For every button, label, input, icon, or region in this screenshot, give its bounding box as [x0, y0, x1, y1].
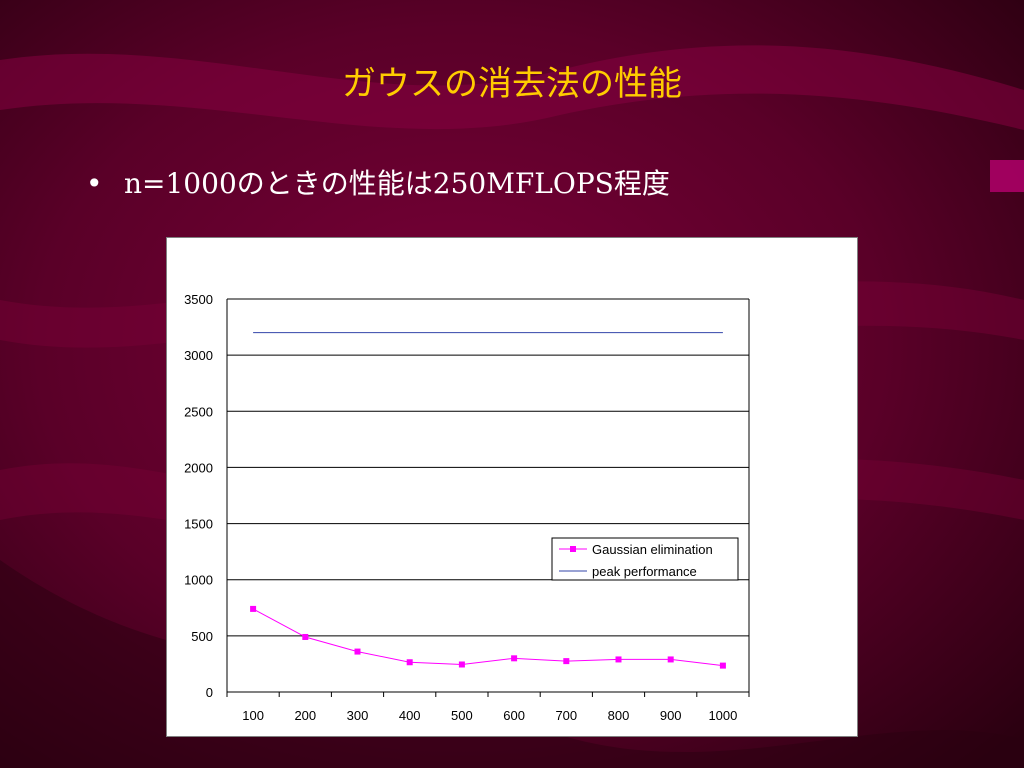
- x-tick-label-800: 800: [608, 708, 630, 723]
- x-tick-label-900: 900: [660, 708, 682, 723]
- x-tick-label-300: 300: [347, 708, 369, 723]
- y-tick-label-3500: 3500: [184, 292, 213, 307]
- x-tick-label-200: 200: [294, 708, 316, 723]
- y-tick-label-1000: 1000: [184, 573, 213, 588]
- data-point-0-1: [302, 633, 309, 640]
- data-point-0-4: [458, 661, 465, 668]
- performance-chart: 0 500 1000 1500 2000 2500 3000 3500 100 200 300 40…: [184, 292, 750, 723]
- data-point-0-5: [511, 655, 518, 662]
- legend-label-1: peak performance: [592, 564, 697, 579]
- y-tick-label-500: 500: [191, 629, 213, 644]
- y-tick-label-1500: 1500: [184, 517, 213, 532]
- data-point-0-6: [563, 658, 570, 665]
- x-tick-label-400: 400: [399, 708, 421, 723]
- y-axis-ticks: 0 500 1000 1500 2000 2500 3000 3500: [184, 292, 213, 700]
- x-tick-label-1000: 1000: [708, 708, 737, 723]
- series: [250, 332, 726, 669]
- series-line-0: [252, 608, 723, 667]
- legend-box: [551, 537, 739, 581]
- y-tick-label-0: 0: [206, 685, 213, 700]
- data-point-0-2: [354, 648, 361, 655]
- y-tick-label-2500: 2500: [184, 404, 213, 419]
- bullet-item: • n=1000のときの性能は250MFLOPS程度: [86, 162, 670, 202]
- grid-lines: [227, 298, 749, 693]
- data-point-0-9: [719, 662, 726, 669]
- data-point-0-3: [406, 659, 413, 666]
- y-tick-label-2000: 2000: [184, 460, 213, 475]
- x-tick-label-100: 100: [242, 708, 264, 723]
- x-tick-label-700: 700: [555, 708, 577, 723]
- data-point-0-0: [250, 605, 257, 612]
- legend-label-0: Gaussian elimination: [592, 542, 713, 557]
- data-point-0-8: [667, 656, 674, 663]
- series-0: [250, 605, 726, 669]
- x-axis-ticks: 100 200 300 400 500 600 700 800 900 1000: [242, 708, 737, 723]
- slide-title: ガウスの消去法の性能: [342, 64, 682, 104]
- legend-swatch-marker-0: [570, 546, 576, 552]
- bullet-symbol: •: [86, 167, 103, 200]
- bullet-text: n=1000のときの性能は250MFLOPS程度: [124, 167, 670, 200]
- chart-panel: 0 500 1000 1500 2000 2500 3000 3500 100 200 300 40…: [166, 237, 858, 737]
- legend: Gaussian elimination peak performance: [551, 537, 739, 581]
- y-tick-label-3000: 3000: [184, 348, 213, 363]
- data-point-0-7: [615, 656, 622, 663]
- x-tick-label-500: 500: [451, 708, 473, 723]
- x-tick-label-600: 600: [503, 708, 525, 723]
- axes: [226, 299, 750, 697]
